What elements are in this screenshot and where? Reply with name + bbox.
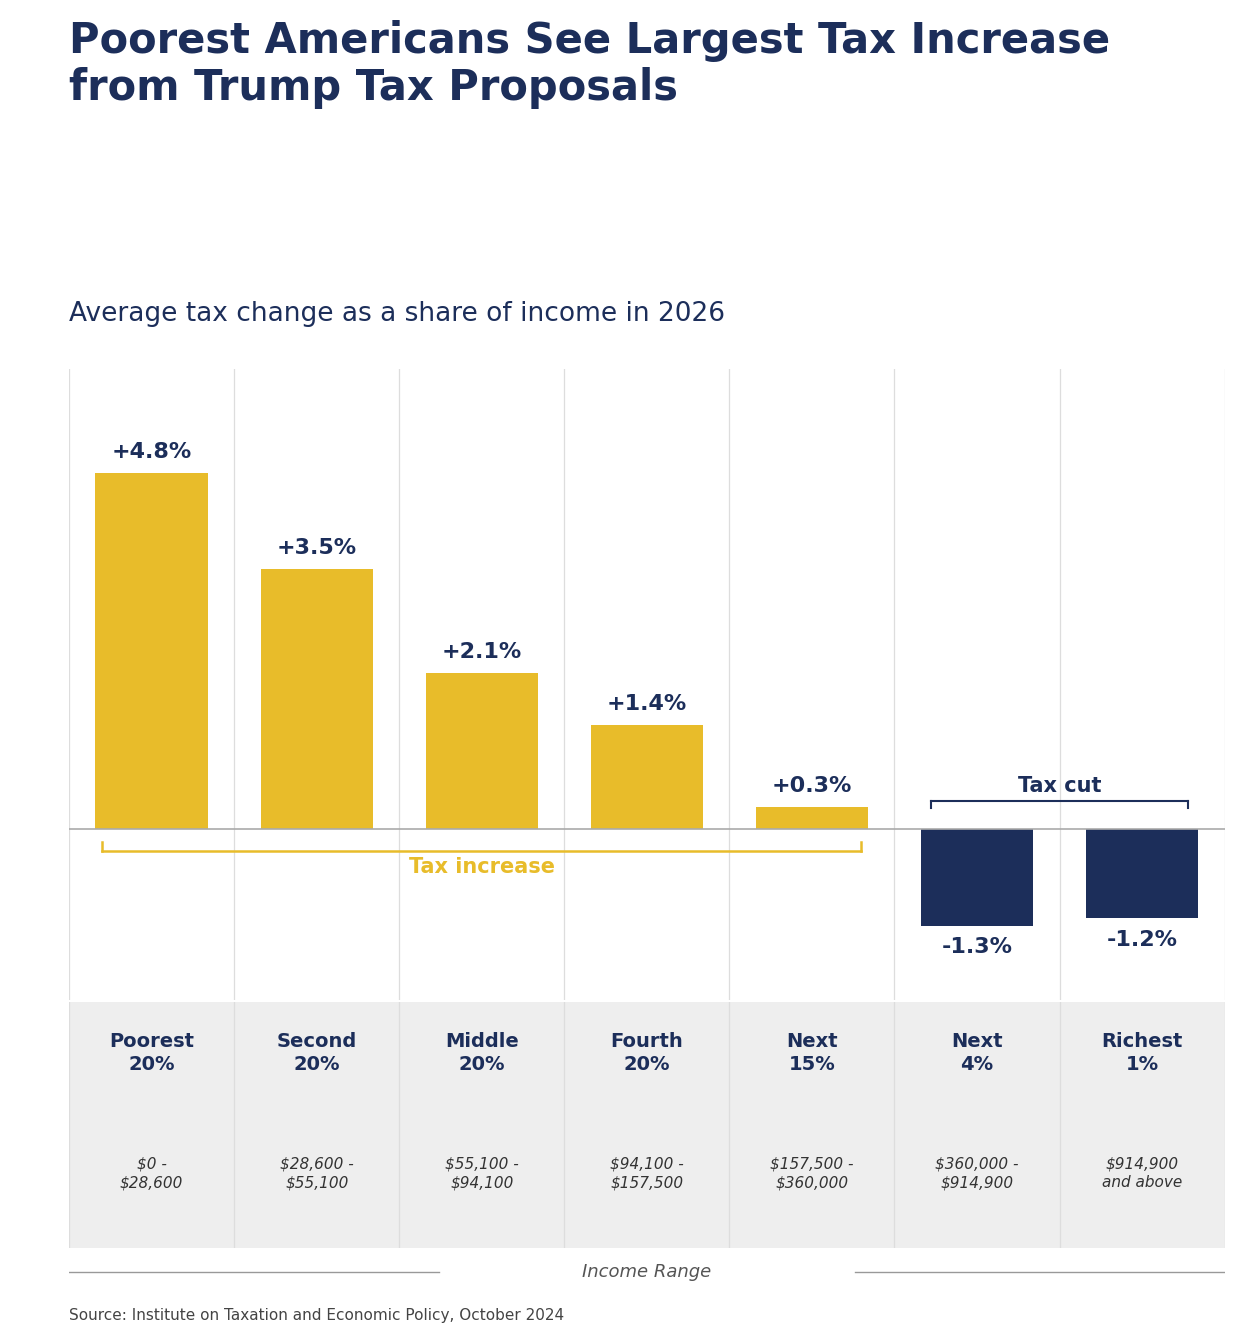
- Text: Average tax change as a share of income in 2026: Average tax change as a share of income …: [69, 302, 725, 327]
- Text: Second
20%: Second 20%: [276, 1032, 357, 1074]
- Text: $94,100 -
$157,500: $94,100 - $157,500: [610, 1157, 683, 1190]
- Text: -1.3%: -1.3%: [942, 937, 1012, 957]
- Text: $914,900
and above: $914,900 and above: [1102, 1157, 1182, 1190]
- Bar: [756, 807, 868, 829]
- Text: +3.5%: +3.5%: [276, 538, 357, 558]
- Text: +4.8%: +4.8%: [112, 442, 192, 462]
- Text: Poorest
20%: Poorest 20%: [109, 1032, 195, 1074]
- Bar: [426, 674, 538, 829]
- Text: Fourth
20%: Fourth 20%: [610, 1032, 683, 1074]
- Bar: [921, 829, 1034, 926]
- Bar: [590, 725, 703, 829]
- Text: $360,000 -
$914,900: $360,000 - $914,900: [936, 1157, 1019, 1190]
- Text: +0.3%: +0.3%: [771, 776, 852, 796]
- Text: Source: Institute on Taxation and Economic Policy, October 2024: Source: Institute on Taxation and Econom…: [69, 1307, 564, 1323]
- Bar: [1086, 829, 1198, 918]
- Text: Richest
1%: Richest 1%: [1102, 1032, 1183, 1074]
- Bar: [260, 569, 373, 829]
- Bar: [95, 472, 207, 829]
- Text: Middle
20%: Middle 20%: [445, 1032, 519, 1074]
- Text: -1.2%: -1.2%: [1107, 930, 1178, 950]
- Text: Tax cut: Tax cut: [1017, 777, 1102, 796]
- Text: $0 -
$28,600: $0 - $28,600: [119, 1157, 183, 1190]
- Text: Next
4%: Next 4%: [951, 1032, 1002, 1074]
- Text: Poorest Americans See Largest Tax Increase
from Trump Tax Proposals: Poorest Americans See Largest Tax Increa…: [69, 20, 1110, 109]
- Text: Next
15%: Next 15%: [786, 1032, 838, 1074]
- Text: $28,600 -
$55,100: $28,600 - $55,100: [280, 1157, 354, 1190]
- Text: +1.4%: +1.4%: [607, 694, 687, 714]
- Text: $55,100 -
$94,100: $55,100 - $94,100: [445, 1157, 519, 1190]
- Text: Tax increase: Tax increase: [408, 856, 555, 876]
- Text: $157,500 -
$360,000: $157,500 - $360,000: [770, 1157, 854, 1190]
- Text: +2.1%: +2.1%: [442, 641, 522, 662]
- Text: Income Range: Income Range: [583, 1263, 711, 1282]
